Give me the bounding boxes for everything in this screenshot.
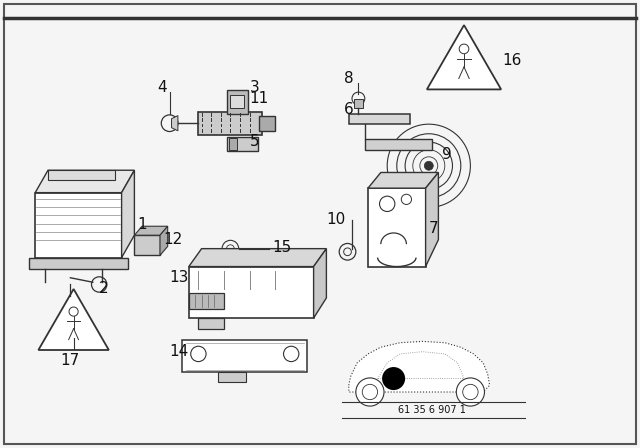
Text: 10: 10 [326,212,346,227]
Text: 11: 11 [250,91,269,106]
Text: 6: 6 [344,102,354,117]
Text: 61 35 6 907 1: 61 35 6 907 1 [398,405,466,415]
Text: 12: 12 [163,232,182,247]
Polygon shape [38,289,109,350]
Bar [368,188,426,267]
Bar [182,340,307,372]
Bar [29,258,128,269]
Polygon shape [35,170,134,193]
Bar [227,90,248,114]
Text: 2: 2 [99,281,109,297]
Polygon shape [426,172,438,267]
Bar [189,293,224,309]
Polygon shape [189,249,326,267]
Text: 16: 16 [502,53,522,68]
Circle shape [382,367,405,390]
Text: 7: 7 [429,221,438,236]
Polygon shape [314,249,326,318]
Bar [134,235,160,255]
Text: 3: 3 [250,80,259,95]
Text: 9: 9 [442,147,451,162]
Bar [230,95,244,108]
Text: 13: 13 [170,270,189,285]
Bar [218,372,246,382]
Bar [35,193,122,258]
Polygon shape [160,226,168,255]
Text: 17: 17 [61,353,80,368]
Bar [354,99,363,108]
Bar [229,138,237,150]
Bar [365,139,432,150]
Circle shape [424,161,433,170]
Polygon shape [172,116,178,131]
Bar [48,170,115,180]
Bar [189,267,314,318]
Bar [198,318,224,329]
Bar [349,114,410,124]
Polygon shape [349,341,490,392]
Text: 8: 8 [344,71,354,86]
Text: 15: 15 [272,240,291,255]
Polygon shape [134,226,168,235]
Polygon shape [427,25,501,90]
Bar [259,116,275,131]
Circle shape [356,378,384,406]
Text: 4: 4 [157,80,166,95]
Text: 5: 5 [250,134,259,149]
Polygon shape [368,172,438,188]
Text: 14: 14 [170,344,189,359]
Bar [198,112,262,135]
Circle shape [456,378,484,406]
Text: 1: 1 [138,216,147,232]
Polygon shape [122,170,134,258]
Bar [227,137,258,151]
